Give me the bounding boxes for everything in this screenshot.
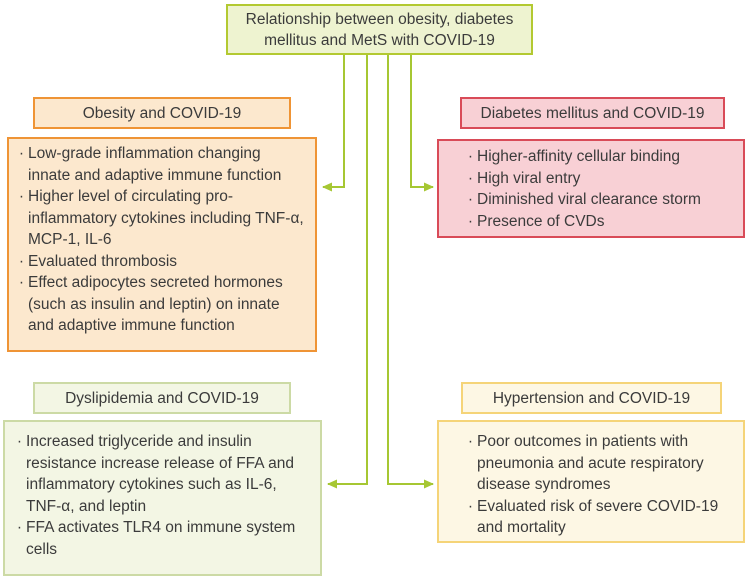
dyslipidemia-content: · Increased triglyceride and insulin resi…	[3, 420, 322, 576]
bullet-dot: ·	[18, 188, 25, 205]
bullet-text: Low-grade inflammation changing innate a…	[28, 145, 282, 184]
hypertension-bullet-list: · Poor outcomes in patients with pneumoni…	[464, 431, 737, 539]
list-item: · FFA activates TLR4 on immune system cel…	[13, 517, 312, 560]
bullet-text: Presence of CVDs	[477, 212, 605, 230]
bullet-text: Evaluated risk of severe COVID-19 and mo…	[477, 497, 719, 537]
diabetes-header-label: Diabetes mellitus and COVID-19	[480, 104, 705, 122]
diabetes-header: Diabetes mellitus and COVID-19	[460, 97, 725, 129]
list-item: · High viral entry	[464, 168, 737, 190]
bullet-text: Higher level of circulating pro-inflamma…	[28, 188, 304, 248]
bullet-dot: ·	[467, 169, 474, 187]
bullet-dot: ·	[467, 497, 474, 515]
list-item: · Increased triglyceride and insulin resi…	[13, 431, 312, 517]
bullet-dot: ·	[18, 145, 25, 162]
bullet-text: Evaluated thrombosis	[28, 252, 178, 270]
list-item: · Diminished viral clearance storm	[464, 189, 737, 211]
hypertension-content: · Poor outcomes in patients with pneumoni…	[437, 420, 745, 543]
dyslipidemia-header-label: Dyslipidemia and COVID-19	[65, 389, 259, 407]
list-item: · Presence of CVDs	[464, 211, 737, 233]
bullet-text: FFA activates TLR4 on immune system cell…	[26, 519, 296, 558]
arrow-title-to-hypertension	[387, 55, 434, 489]
diabetes-bullet-list: · Higher-affinity cellular binding · High v…	[464, 146, 737, 232]
bullet-dot: ·	[16, 519, 23, 536]
title-text: Relationship between obesity, diabetes m…	[245, 10, 514, 49]
obesity-content: · Low-grade inflammation changing innate …	[7, 137, 317, 352]
list-item: · Higher-affinity cellular binding	[464, 146, 737, 168]
bullet-dot: ·	[18, 252, 25, 270]
hypertension-header-label: Hypertension and COVID-19	[492, 389, 691, 407]
list-item: · Evaluated thrombosis	[15, 251, 307, 273]
obesity-bullet-list: · Low-grade inflammation changing innate …	[15, 143, 307, 337]
bullet-dot: ·	[467, 433, 474, 450]
dyslipidemia-header: Dyslipidemia and COVID-19	[33, 382, 291, 414]
bullet-text: Increased triglyceride and insulin resis…	[26, 433, 294, 515]
bullet-dot: ·	[18, 274, 25, 291]
list-item: · Evaluated risk of severe COVID-19 and m…	[464, 496, 737, 539]
list-item: · Higher level of circulating pro-inflamm…	[15, 186, 307, 251]
bullet-dot: ·	[467, 191, 474, 208]
bullet-dot: ·	[467, 212, 474, 230]
obesity-header-label: Obesity and COVID-19	[82, 104, 242, 122]
list-item: · Effect adipocytes secreted hormones (su…	[15, 272, 307, 337]
list-item: · Low-grade inflammation changing innate …	[15, 143, 307, 186]
arrow-title-to-dyslipidemia	[327, 55, 368, 489]
bullet-dot: ·	[16, 433, 23, 450]
title-box: Relationship between obesity, diabetes m…	[226, 4, 533, 55]
list-item: · Poor outcomes in patients with pneumoni…	[464, 431, 737, 496]
hypertension-header: Hypertension and COVID-19	[461, 382, 722, 414]
bullet-text: Poor outcomes in patients with pneumonia…	[477, 433, 704, 493]
diabetes-content: · Higher-affinity cellular binding · High v…	[437, 139, 745, 238]
dyslipidemia-bullet-list: · Increased triglyceride and insulin resi…	[13, 431, 312, 560]
bullet-text: Diminished viral clearance storm	[477, 191, 701, 208]
bullet-text: High viral entry	[477, 169, 581, 187]
arrow-title-to-obesity	[322, 55, 345, 192]
obesity-header: Obesity and COVID-19	[33, 97, 291, 129]
arrow-title-to-diabetes	[410, 55, 434, 192]
bullet-text: Higher-affinity cellular binding	[477, 148, 681, 165]
bullet-text: Effect adipocytes secreted hormones (suc…	[28, 274, 283, 334]
bullet-dot: ·	[467, 148, 474, 165]
